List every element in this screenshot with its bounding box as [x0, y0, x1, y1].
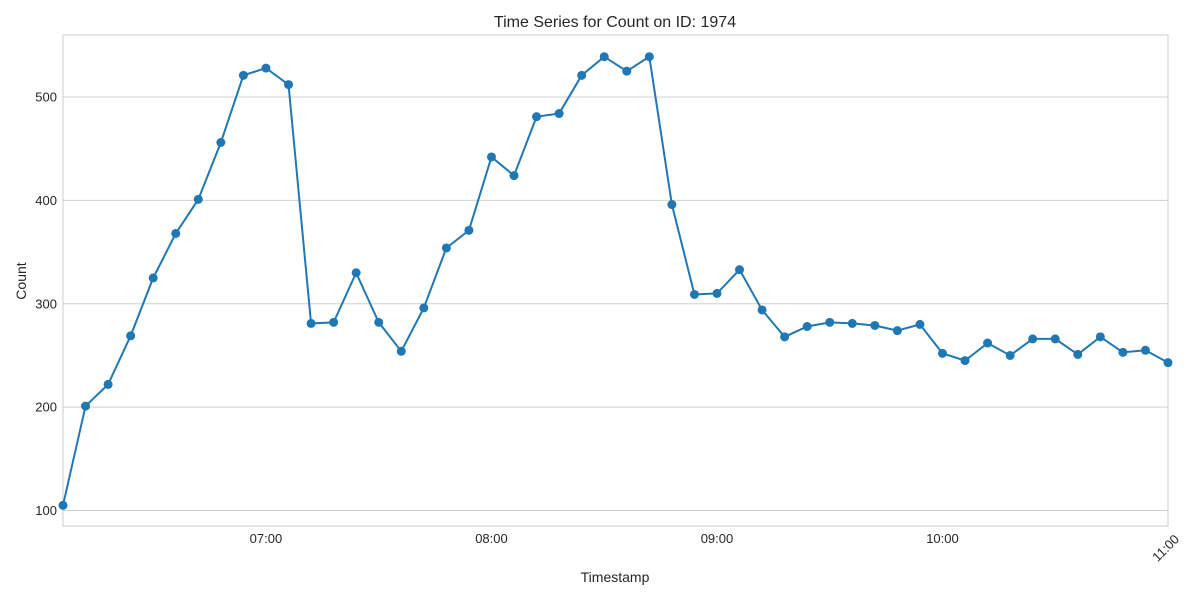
data-point	[58, 500, 68, 510]
data-point	[825, 317, 835, 327]
data-point	[441, 243, 451, 253]
data-point	[464, 225, 474, 235]
data-point	[238, 70, 248, 80]
data-point	[103, 379, 113, 389]
y-axis-label: Count	[13, 262, 29, 299]
data-point	[667, 200, 677, 210]
data-point	[284, 80, 294, 90]
data-point	[712, 288, 722, 298]
data-point	[216, 138, 226, 148]
data-point	[689, 289, 699, 299]
data-point	[396, 346, 406, 356]
data-point	[306, 318, 316, 328]
data-point	[351, 268, 361, 278]
data-point	[419, 303, 429, 313]
y-tick-label: 200	[35, 400, 57, 415]
data-point	[599, 52, 609, 62]
y-gridlines	[63, 96, 1168, 511]
x-tick-label: 10:00	[926, 531, 959, 546]
y-tick-label: 400	[35, 193, 57, 208]
series-count	[58, 52, 1173, 510]
data-point	[577, 70, 587, 80]
plot-frame	[62, 34, 1169, 527]
data-point	[532, 112, 542, 122]
data-point	[486, 152, 496, 162]
data-point	[261, 63, 271, 73]
data-point	[1073, 349, 1083, 359]
data-point	[802, 321, 812, 331]
data-point	[1118, 347, 1128, 357]
series-line	[62, 55, 1169, 506]
data-point	[374, 317, 384, 327]
y-tick-label: 300	[35, 296, 57, 311]
data-point	[1005, 350, 1015, 360]
data-point	[644, 52, 654, 62]
x-axis-label: Timestamp	[581, 569, 650, 585]
data-point	[892, 326, 902, 336]
data-point	[847, 318, 857, 328]
x-tick-label: 11:00	[1149, 532, 1182, 565]
data-point	[983, 338, 993, 348]
y-tick-label: 100	[35, 503, 57, 518]
data-point	[960, 356, 970, 366]
data-point	[937, 348, 947, 358]
data-point	[1050, 334, 1060, 344]
data-point	[1140, 345, 1150, 355]
y-tick-label: 500	[35, 90, 57, 105]
data-point	[126, 331, 136, 341]
data-point	[735, 265, 745, 275]
data-point	[870, 320, 880, 330]
data-point	[509, 171, 519, 181]
x-tick-label: 09:00	[701, 531, 734, 546]
data-point	[554, 109, 564, 119]
data-point	[1095, 332, 1105, 342]
data-point	[780, 332, 790, 342]
data-point	[622, 66, 632, 76]
y-axis-ticks: 100 200 300 400 500	[35, 90, 57, 518]
data-point	[193, 194, 203, 204]
chart-title: Time Series for Count on ID: 1974	[494, 14, 736, 31]
data-point	[757, 305, 767, 315]
data-point	[81, 401, 91, 411]
x-tick-label: 08:00	[475, 531, 508, 546]
data-point	[1163, 358, 1173, 368]
x-axis-ticks: 07:00 08:00 09:00 10:00 11:00	[250, 531, 1182, 564]
data-point	[1028, 334, 1038, 344]
data-point	[171, 228, 181, 238]
x-tick-label: 07:00	[250, 531, 283, 546]
data-point	[148, 273, 158, 283]
data-point	[329, 317, 339, 327]
data-point	[915, 319, 925, 329]
